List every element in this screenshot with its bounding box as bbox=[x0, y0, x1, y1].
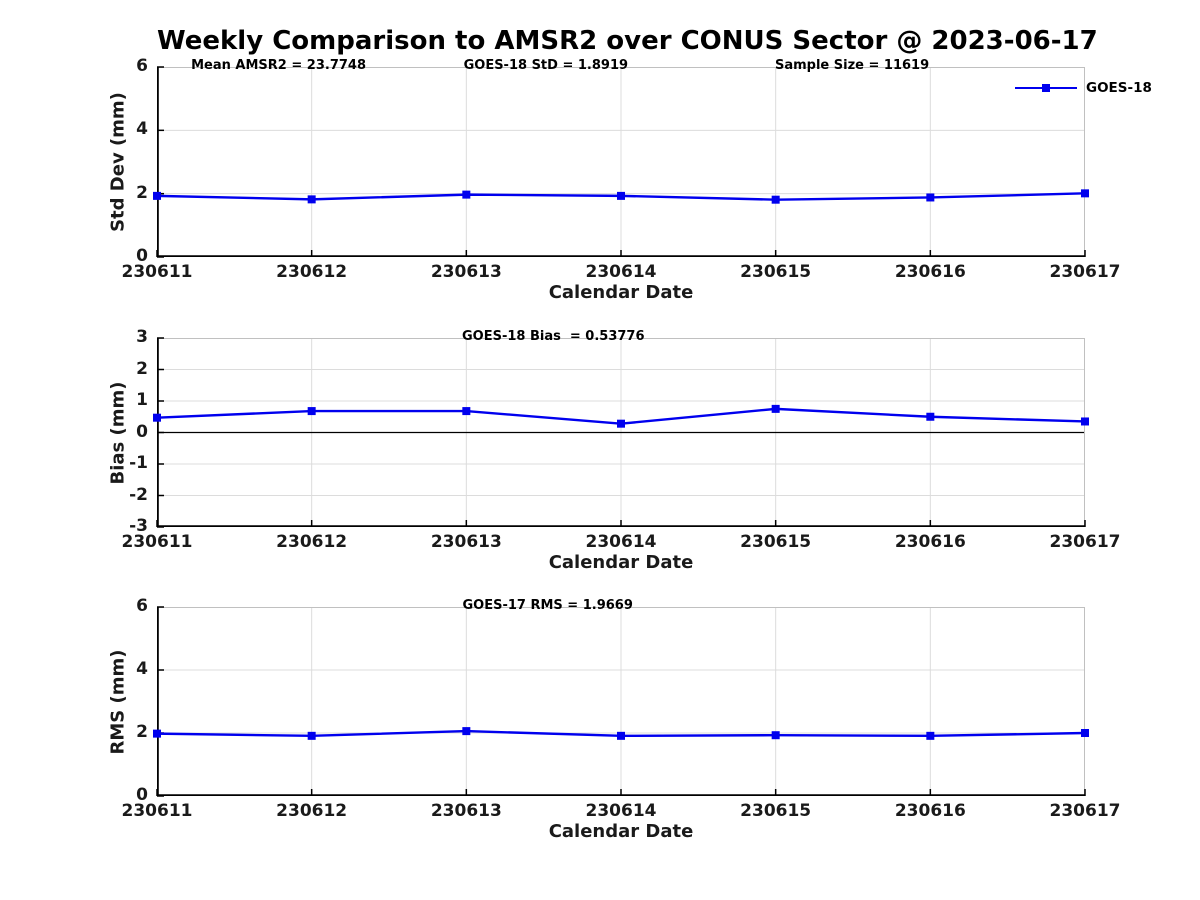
rms-plot-area bbox=[153, 606, 1089, 797]
x-tick-label: 230613 bbox=[430, 262, 502, 282]
x-axis-label: Calendar Date bbox=[548, 282, 694, 303]
data-point-marker bbox=[926, 193, 935, 202]
y-axis-label: Std Dev (mm) bbox=[107, 92, 129, 232]
y-tick-label: 6 bbox=[136, 56, 148, 77]
y-tick-label: 0 bbox=[136, 246, 148, 267]
stat-annotation-mean-amsr2: Mean AMSR2 = 23.7748 bbox=[191, 58, 367, 73]
x-tick-label: 230611 bbox=[121, 262, 193, 282]
y-axis-label: RMS (mm) bbox=[107, 649, 129, 754]
y-tick-label: 2 bbox=[136, 722, 148, 743]
stat-annotation-goes18-std: GOES-18 StD = 1.8919 bbox=[463, 58, 629, 73]
data-point-marker bbox=[926, 731, 935, 740]
x-tick-label: 230616 bbox=[894, 532, 966, 552]
data-point-marker bbox=[1081, 189, 1089, 198]
x-tick-label: 230614 bbox=[585, 801, 657, 821]
x-tick-label: 230617 bbox=[1049, 262, 1121, 282]
data-point-marker bbox=[307, 731, 316, 740]
x-tick-label: 230613 bbox=[430, 532, 502, 552]
y-tick-label: -2 bbox=[129, 484, 148, 505]
x-tick-label: 230614 bbox=[585, 532, 657, 552]
data-point-marker bbox=[771, 731, 780, 740]
data-point-marker bbox=[307, 407, 316, 416]
x-tick-label: 230615 bbox=[740, 262, 812, 282]
data-point-marker bbox=[153, 729, 161, 738]
x-tick-label: 230612 bbox=[276, 262, 348, 282]
rms-subplot: RMS (mm) GOES-17 RMS = 1.9669 Calendar D… bbox=[108, 596, 1121, 842]
x-tick-label: 230612 bbox=[276, 801, 348, 821]
y-tick-label: 3 bbox=[136, 327, 148, 348]
x-tick-label: 230611 bbox=[121, 532, 193, 552]
bias-subplot: Bias (mm) GOES-18 Bias = 0.53776 Calenda… bbox=[108, 327, 1121, 573]
x-tick-label: 230616 bbox=[894, 801, 966, 821]
y-tick-label: 4 bbox=[136, 659, 148, 680]
y-tick-label: -3 bbox=[129, 516, 148, 537]
y-tick-label: -1 bbox=[129, 453, 148, 474]
y-tick-label: 0 bbox=[136, 421, 148, 442]
x-tick-label: 230617 bbox=[1049, 801, 1121, 821]
x-axis-label: Calendar Date bbox=[548, 552, 694, 573]
data-point-marker bbox=[1081, 417, 1089, 426]
y-tick-label: 4 bbox=[136, 119, 148, 140]
x-tick-label: 230615 bbox=[740, 801, 812, 821]
stat-annotation-goes18-bias: GOES-18 Bias = 0.53776 bbox=[461, 329, 645, 344]
data-point-marker bbox=[153, 413, 161, 422]
x-tick-label: 230614 bbox=[585, 262, 657, 282]
data-point-marker bbox=[462, 727, 471, 736]
figure-title: Weekly Comparison to AMSR2 over CONUS Se… bbox=[157, 26, 1098, 56]
x-tick-label: 230615 bbox=[740, 532, 812, 552]
data-point-marker bbox=[462, 190, 471, 199]
data-point-marker bbox=[771, 404, 780, 413]
data-point-marker bbox=[926, 412, 935, 421]
legend-square-marker-icon bbox=[1042, 84, 1050, 92]
legend-line-icon bbox=[1015, 84, 1077, 92]
bias-plot-area bbox=[153, 337, 1089, 528]
stat-annotation-sample-size: Sample Size = 11619 bbox=[774, 58, 930, 73]
y-tick-label: 1 bbox=[136, 390, 148, 411]
y-axis-label: Bias (mm) bbox=[107, 381, 129, 484]
std-dev-plot-area bbox=[153, 66, 1089, 258]
x-tick-label: 230616 bbox=[894, 262, 966, 282]
data-point-marker bbox=[617, 191, 625, 200]
x-axis-label: Calendar Date bbox=[548, 821, 694, 842]
data-point-marker bbox=[771, 195, 780, 204]
y-tick-label: 0 bbox=[136, 785, 148, 806]
x-tick-label: 230617 bbox=[1049, 532, 1121, 552]
x-tick-label: 230611 bbox=[121, 801, 193, 821]
x-tick-label: 230612 bbox=[276, 532, 348, 552]
data-point-marker bbox=[153, 191, 161, 200]
y-tick-label: 2 bbox=[136, 182, 148, 203]
data-point-marker bbox=[1081, 729, 1089, 737]
y-tick-label: 6 bbox=[136, 596, 148, 617]
data-point-marker bbox=[617, 419, 625, 428]
legend: GOES-18 bbox=[1015, 80, 1152, 96]
data-point-marker bbox=[307, 195, 316, 204]
data-point-marker bbox=[462, 407, 471, 416]
data-point-marker bbox=[617, 731, 625, 740]
y-tick-label: 2 bbox=[136, 358, 148, 379]
x-tick-label: 230613 bbox=[430, 801, 502, 821]
legend-label: GOES-18 bbox=[1086, 80, 1152, 96]
std-dev-subplot: Std Dev (mm) Mean AMSR2 = 23.7748 GOES-1… bbox=[108, 56, 1152, 303]
stat-annotation-goes17-rms: GOES-17 RMS = 1.9669 bbox=[462, 598, 633, 613]
